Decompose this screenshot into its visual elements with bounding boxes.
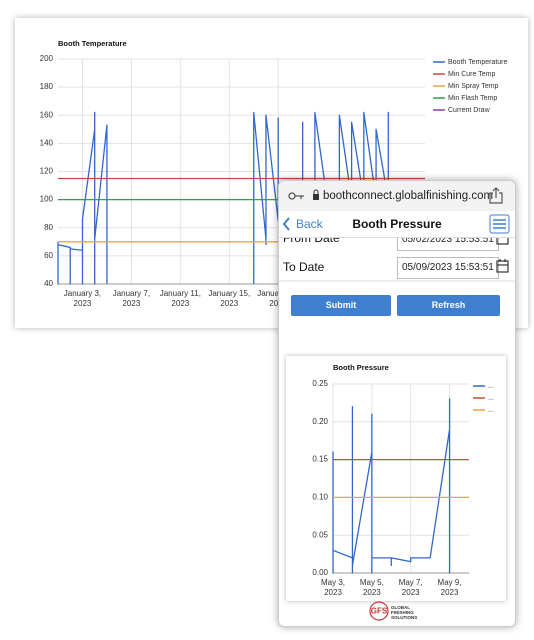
y-tick-label: 0.00 xyxy=(312,568,328,577)
legend-label: Min Spray Temp xyxy=(448,83,499,90)
calendar-icon[interactable] xyxy=(496,232,509,273)
y-tick-label: 180 xyxy=(40,82,54,91)
y-tick-label: 160 xyxy=(40,110,54,119)
back-link[interactable]: Back xyxy=(296,217,324,231)
y-tick-label: 0.25 xyxy=(312,379,328,388)
logo: GFS xyxy=(369,601,389,621)
legend-label: Min Flash Temp xyxy=(448,95,497,102)
phone-chrome: boothconnect.globalfinishing.com xyxy=(279,181,515,211)
y-tick-label: 0.10 xyxy=(312,493,328,502)
y-tick-label: 100 xyxy=(40,195,54,204)
legend-label: ... xyxy=(488,395,494,402)
nav-title: Booth Pressure xyxy=(352,217,442,231)
back-chevron[interactable] xyxy=(282,217,290,231)
menu-button[interactable] xyxy=(489,214,510,234)
legend-label: ... xyxy=(488,407,494,414)
legend-label: Booth Temperature xyxy=(448,59,508,66)
y-tick-label: 120 xyxy=(40,167,54,176)
y-tick-label: 60 xyxy=(44,251,53,260)
nav-icons: Back Booth Pressure xyxy=(282,214,510,234)
y-tick-label: 80 xyxy=(44,223,53,232)
x-tick-label: May 9, 2023 xyxy=(437,578,462,597)
data-line xyxy=(332,398,451,574)
x-tick-label: May 5, 2023 xyxy=(359,578,384,597)
y-tick-label: 0.20 xyxy=(312,417,328,426)
y-tick-label: 200 xyxy=(40,54,54,63)
pressure-chart: Booth Pressure 0.00 0.05 0.10 0.15 0.20 0.25..… xyxy=(312,363,494,577)
key-icon xyxy=(288,192,304,200)
to-input[interactable]: 05/09/2023 15:53:51 xyxy=(397,257,499,279)
submit-button[interactable]: Submit xyxy=(291,295,391,316)
x-tick-label: January 15, 2023 xyxy=(208,289,251,308)
x-tick-label: May 3, 2023 xyxy=(320,578,345,597)
logo-ring xyxy=(369,601,389,621)
legend-label: ... xyxy=(488,383,494,390)
pressure-card: Booth Pressure 0.00 0.05 0.10 0.15 0.20 0.25..… xyxy=(286,356,506,601)
temperature-card: Booth Temperature 40 60 80 100 120 140 160 180 20… xyxy=(15,18,528,328)
to-label: To Date xyxy=(283,260,325,274)
lock-icon xyxy=(313,189,319,200)
x-tick-label: January 3, 2023 xyxy=(63,289,102,308)
y-tick-label: 0.15 xyxy=(312,455,328,464)
chart-title: Booth Temperature xyxy=(58,39,127,48)
y-tick-label: 0.05 xyxy=(312,530,328,539)
y-tick-label: 40 xyxy=(44,279,53,288)
x-tick-label: January 7, 2023 xyxy=(112,289,151,308)
x-tick-label: January 11, 2023 xyxy=(159,289,201,308)
url: boothconnect.globalfinishing.com xyxy=(323,190,493,202)
legend-label: Min Cure Temp xyxy=(448,71,495,78)
legend-label: Current Draw xyxy=(448,107,491,114)
phone-screen: boothconnect.globalfinishing.com From Da… xyxy=(278,180,516,627)
share-icon[interactable] xyxy=(489,187,503,204)
chart-title: Booth Pressure xyxy=(333,363,389,372)
logo-text: GLOBAL FINISHING SOLUTIONS xyxy=(391,605,418,620)
logo-mark: GFS xyxy=(371,607,388,616)
y-tick-label: 140 xyxy=(40,138,54,147)
refresh-button[interactable]: Refresh xyxy=(397,295,500,316)
x-tick-label: May 7, 2023 xyxy=(398,578,423,597)
nav-bar: Back Booth Pressure xyxy=(279,211,515,238)
